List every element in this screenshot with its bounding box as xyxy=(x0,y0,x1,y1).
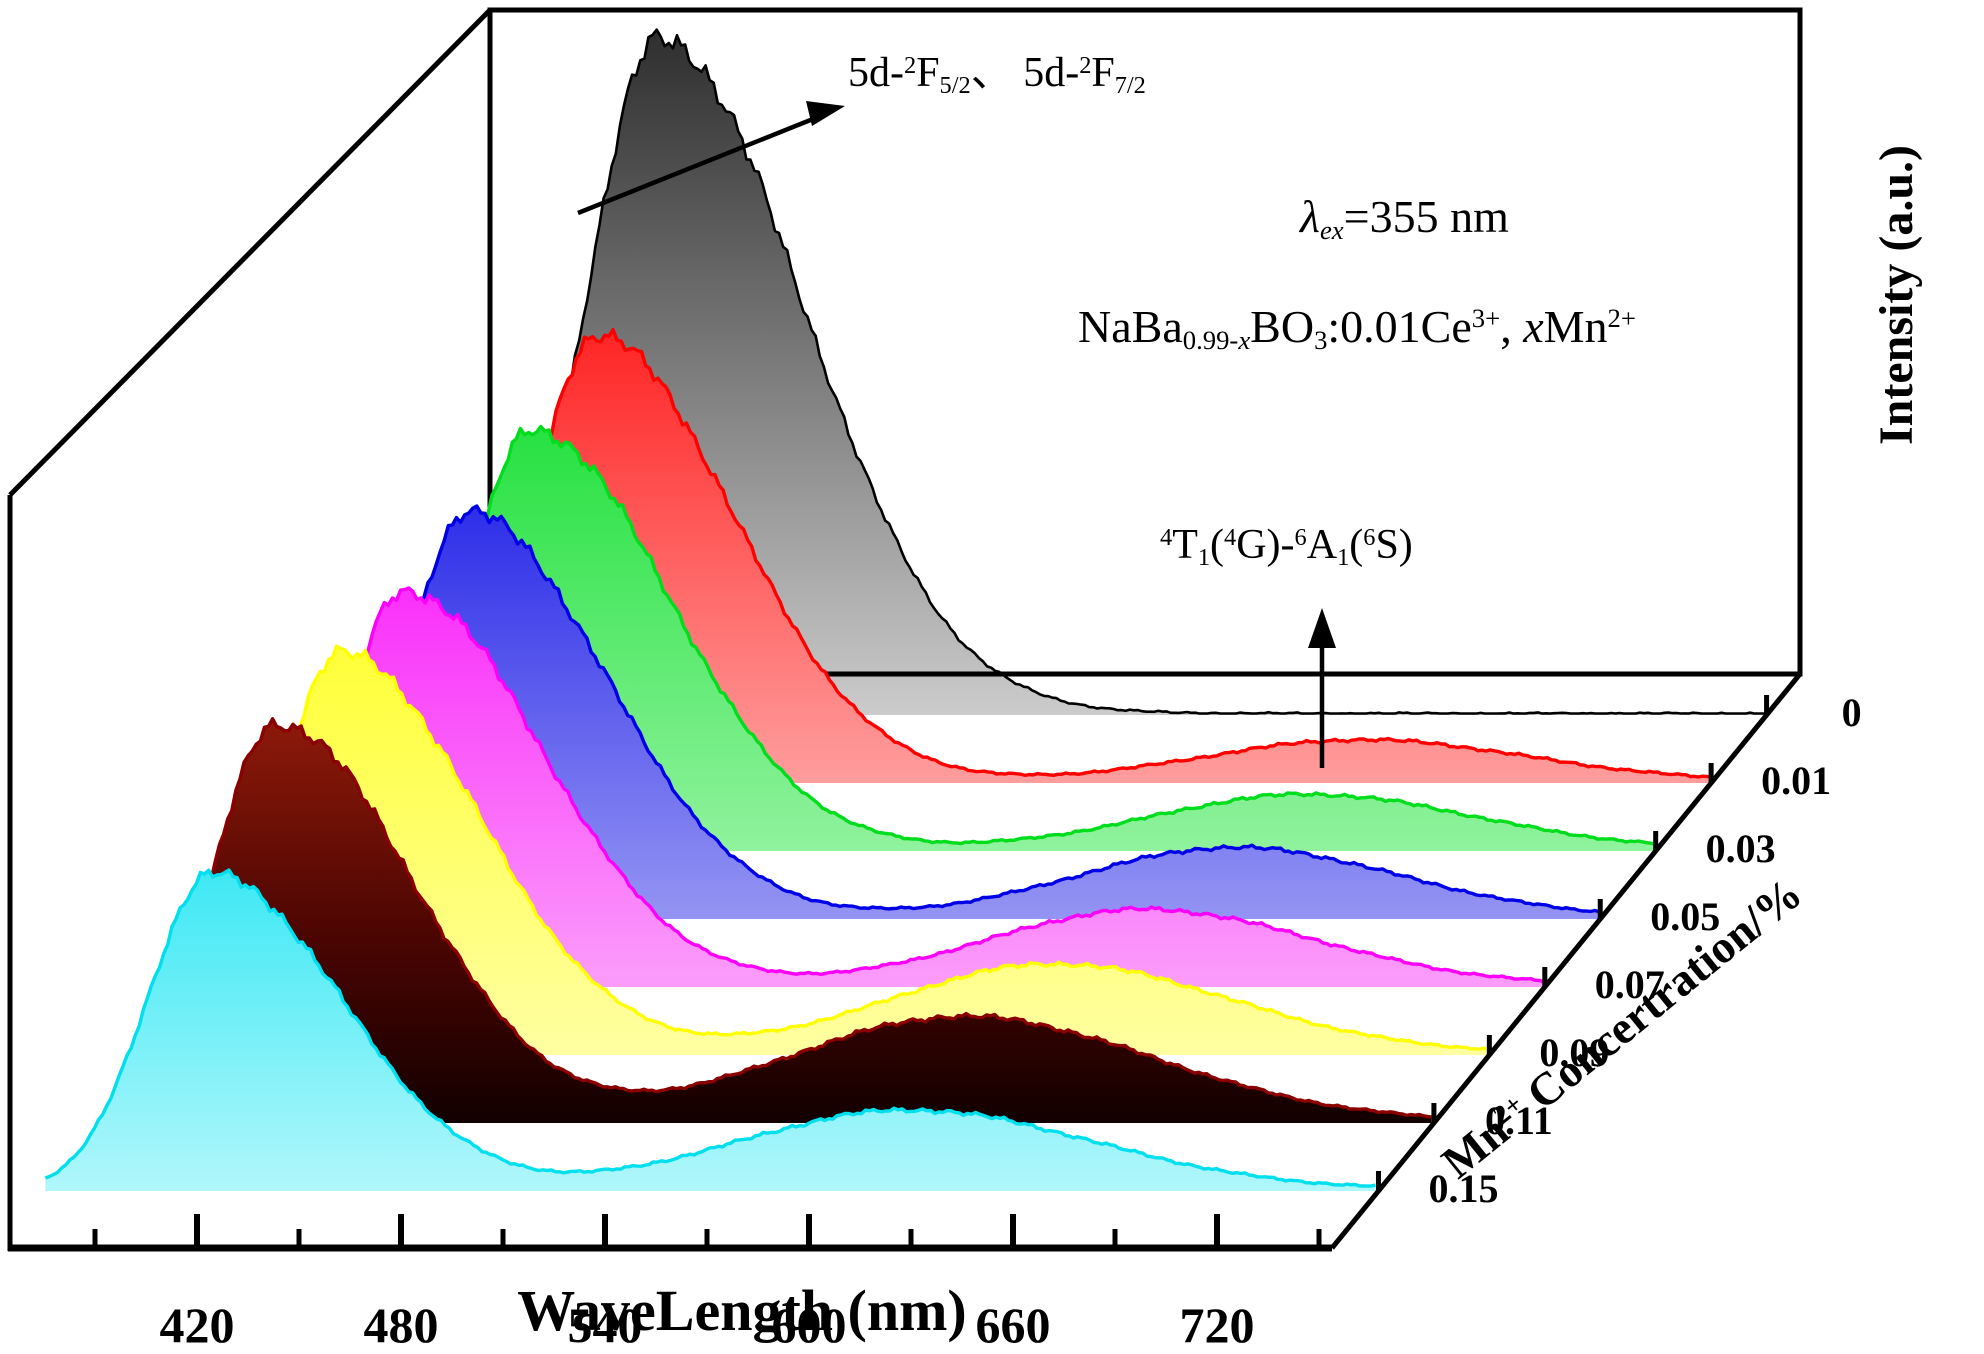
series-curve-0 xyxy=(492,28,1767,715)
text-fragment: 7/2 xyxy=(1114,71,1146,99)
text-fragment: 5d- xyxy=(848,50,904,96)
series-curve-0.03 xyxy=(364,424,1656,846)
text-fragment: x xyxy=(1523,301,1544,352)
text-fragment: F xyxy=(916,50,940,96)
left-wall-top-edge xyxy=(8,8,492,497)
x-tick-label-540: 540 xyxy=(567,1297,643,1353)
ce-annotation-arrow-head xyxy=(806,101,845,126)
ce-annotation-arrow-shaft xyxy=(577,110,829,216)
series-area-0.07 xyxy=(237,588,1543,987)
annotation-arrows-layer xyxy=(577,101,1336,768)
text-fragment: 4 xyxy=(1160,523,1173,551)
series-area-0.03 xyxy=(365,426,1655,851)
z-tick-label-0.03: 0.03 xyxy=(1705,826,1776,871)
series-area-0.09 xyxy=(173,646,1488,1055)
x-tick-label-660: 660 xyxy=(975,1297,1051,1353)
series-area-0.11 xyxy=(109,718,1432,1123)
text-fragment: S) xyxy=(1375,522,1413,568)
text-fragment: x xyxy=(1238,325,1251,356)
series-area-0.05 xyxy=(301,506,1599,919)
depth-axis-line xyxy=(1330,672,1802,1250)
text-fragment: G)- xyxy=(1236,522,1295,568)
text-fragment: 6 xyxy=(1294,523,1307,551)
x-tick-label-420: 420 xyxy=(159,1297,235,1353)
x-tick-label-600: 600 xyxy=(771,1297,847,1353)
text-fragment: BO xyxy=(1250,301,1315,352)
text-fragment: =355 nm xyxy=(1343,191,1509,242)
x-tick-label-720: 720 xyxy=(1179,1297,1255,1353)
axes-and-ticks-layer xyxy=(8,672,1802,1252)
mn-transition-annotation: 4T1(4G)-6A1(6S) xyxy=(1160,522,1413,569)
series-curve-0.01 xyxy=(428,327,1711,779)
text-fragment: 0.99- xyxy=(1182,325,1239,356)
z-tick-label-0.07: 0.07 xyxy=(1594,962,1665,1007)
text-fragment: 3+ xyxy=(1471,303,1501,334)
z-tick-label-0.15: 0.15 xyxy=(1428,1166,1499,1211)
text-fragment: 6 xyxy=(1363,523,1376,551)
z-tick-label-0.09: 0.09 xyxy=(1539,1030,1610,1075)
series-curve-0.11 xyxy=(108,717,1432,1119)
series-curve-0.09 xyxy=(172,644,1488,1051)
series-area-0.15 xyxy=(45,870,1376,1191)
compound-formula-annotation: NaBa0.99-xBO3:0.01Ce3+, xMn2+ xyxy=(1078,301,1636,354)
z-tick-label-0.01: 0.01 xyxy=(1761,758,1832,803)
text-fragment: 2+ xyxy=(1607,303,1636,334)
text-fragment: ex xyxy=(1319,215,1344,246)
text-fragment: 4 xyxy=(1224,523,1237,551)
series-curve-0.07 xyxy=(236,586,1544,984)
text-fragment: :0.01Ce xyxy=(1327,301,1472,352)
text-fragment: 5/2 xyxy=(939,71,971,99)
spectra-series-layer xyxy=(44,28,1798,1191)
text-fragment: ( xyxy=(1349,522,1364,568)
text-fragment: T xyxy=(1172,522,1198,568)
x-tick-label-480: 480 xyxy=(363,1297,439,1353)
text-fragment: Mn xyxy=(1543,301,1608,352)
text-fragment: 3 xyxy=(1314,325,1328,356)
ce-transition-annotation: 5d-2F5/2、 5d-2F7/2 xyxy=(848,50,1146,97)
excitation-wavelength-annotation: λex=355 nm xyxy=(1300,191,1509,244)
x-axis-title: WaveLength (nm) xyxy=(517,1278,967,1343)
y-axis-title: Intensity (a.u.) xyxy=(1870,144,1923,446)
mn-annotation-arrow-head xyxy=(1308,608,1336,648)
text-fragment: λ xyxy=(1300,191,1320,242)
z-tick-label-0: 0 xyxy=(1841,690,1862,735)
text-fragment: 1 xyxy=(1197,543,1211,571)
series-area-0.01 xyxy=(429,329,1711,783)
text-fragment: 1 xyxy=(1337,543,1350,571)
text-fragment: A xyxy=(1306,522,1338,568)
text-fragment: NaBa xyxy=(1078,301,1183,352)
z-tick-label-0.11: 0.11 xyxy=(1485,1098,1553,1143)
series-curve-0.15 xyxy=(44,868,1376,1188)
text-fragment: 2 xyxy=(904,51,917,79)
text-fragment: ( xyxy=(1210,522,1225,568)
series-area-0 xyxy=(493,29,1767,716)
text-fragment: 、 5d- xyxy=(970,50,1080,96)
text-fragment: F xyxy=(1091,50,1115,96)
z-tick-label-0.05: 0.05 xyxy=(1650,894,1721,939)
text-fragment: , xyxy=(1500,301,1524,352)
series-curve-0.05 xyxy=(300,504,1600,914)
text-fragment: 2 xyxy=(1079,51,1092,79)
